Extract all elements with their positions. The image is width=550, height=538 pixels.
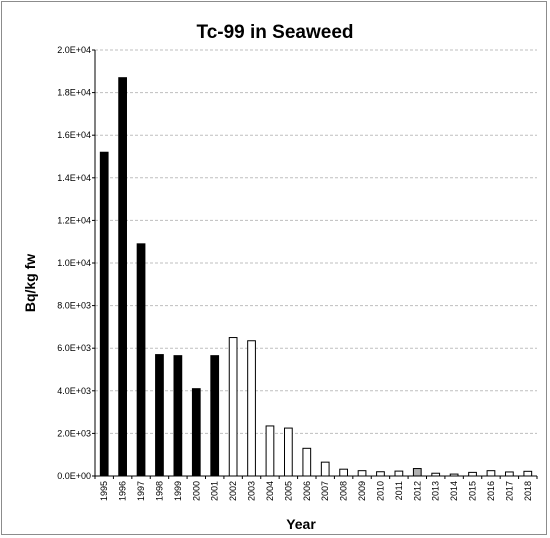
chart-title: Tc-99 in Seaweed: [197, 22, 354, 43]
bar-2000: [191, 388, 201, 477]
x-tick-label: 2015: [468, 481, 478, 501]
bar-2003: [247, 340, 256, 477]
bar-2005: [284, 427, 293, 477]
y-tick-label: 4.0E+03: [57, 386, 91, 396]
bar-2001: [210, 355, 220, 477]
y-tick-label: 1.6E+04: [57, 130, 91, 140]
bar-2017: [505, 471, 514, 477]
x-tick-label: 2012: [412, 481, 422, 501]
x-tick-label: 2006: [302, 481, 312, 501]
x-tick-label: 2009: [357, 481, 367, 501]
y-tick-label: 1.8E+04: [57, 88, 91, 98]
x-tick-label: 2011: [394, 481, 404, 500]
x-tick-labels: 1995 1996 1997 1998 1999 2000 2001 2002 2003 2004…: [99, 481, 533, 501]
x-tick-label: 1996: [118, 481, 128, 501]
x-tick-label: 1998: [154, 481, 164, 501]
axes: [92, 49, 538, 479]
y-tick-label: 1.4E+04: [57, 173, 91, 183]
x-tick-label: 1999: [173, 481, 183, 501]
bar-1997: [136, 243, 146, 477]
x-tick-label: 1995: [99, 481, 109, 501]
bar-2012: [412, 468, 422, 477]
bars: [99, 77, 533, 477]
bar-2016: [486, 470, 496, 477]
bar-2004: [265, 425, 275, 477]
x-tick-label: 2018: [523, 481, 533, 501]
bar-2015: [468, 471, 477, 477]
bar-1999: [173, 355, 183, 477]
bar-1996: [118, 77, 127, 477]
x-tick-label: 2010: [375, 481, 385, 501]
y-tick-label: 1.0E+04: [57, 258, 91, 268]
gridlines: [95, 49, 537, 434]
x-tick-label: 2016: [486, 481, 496, 501]
x-tick-label: 2003: [247, 481, 257, 501]
y-tick-label: 2.0E+03: [57, 428, 91, 438]
bar-1995: [99, 151, 109, 477]
x-tick-label: 2002: [228, 481, 238, 501]
y-tick-labels: 0.0E+00 2.0E+03 4.0E+03 6.0E+03 8.0E+03 1.0E+…: [57, 45, 91, 481]
x-tick-label: 2007: [320, 481, 330, 501]
x-tick-label: 2005: [283, 481, 293, 501]
y-tick-label: 8.0E+03: [57, 301, 91, 311]
bar-1998: [155, 354, 164, 477]
y-tick-label: 0.0E+00: [57, 471, 91, 481]
x-tick-label: 2008: [339, 481, 349, 501]
y-tick-label: 2.0E+04: [57, 45, 91, 55]
x-tick-label: 2004: [265, 481, 275, 501]
x-tick-label: 2014: [449, 481, 459, 501]
x-tick-label: 1997: [136, 481, 146, 501]
bar-2010: [376, 471, 385, 477]
y-tick-label: 6.0E+03: [57, 343, 91, 353]
x-tick-label: 2013: [431, 481, 441, 501]
bar-2006: [302, 447, 312, 477]
bar-2011: [394, 470, 404, 477]
y-tick-label: 1.2E+04: [57, 215, 91, 225]
x-tick-label: 2017: [504, 481, 514, 501]
x-axis-title: Year: [286, 516, 316, 532]
bar-2018: [523, 470, 533, 477]
bar-2007: [320, 461, 330, 477]
bar-2008: [339, 468, 348, 477]
x-tick-label: 2001: [210, 481, 220, 501]
bar-2002: [228, 337, 238, 477]
y-axis-title: Bq/kg fw: [22, 254, 38, 312]
bar-2009: [357, 470, 367, 477]
x-tick-label: 2000: [191, 481, 201, 501]
